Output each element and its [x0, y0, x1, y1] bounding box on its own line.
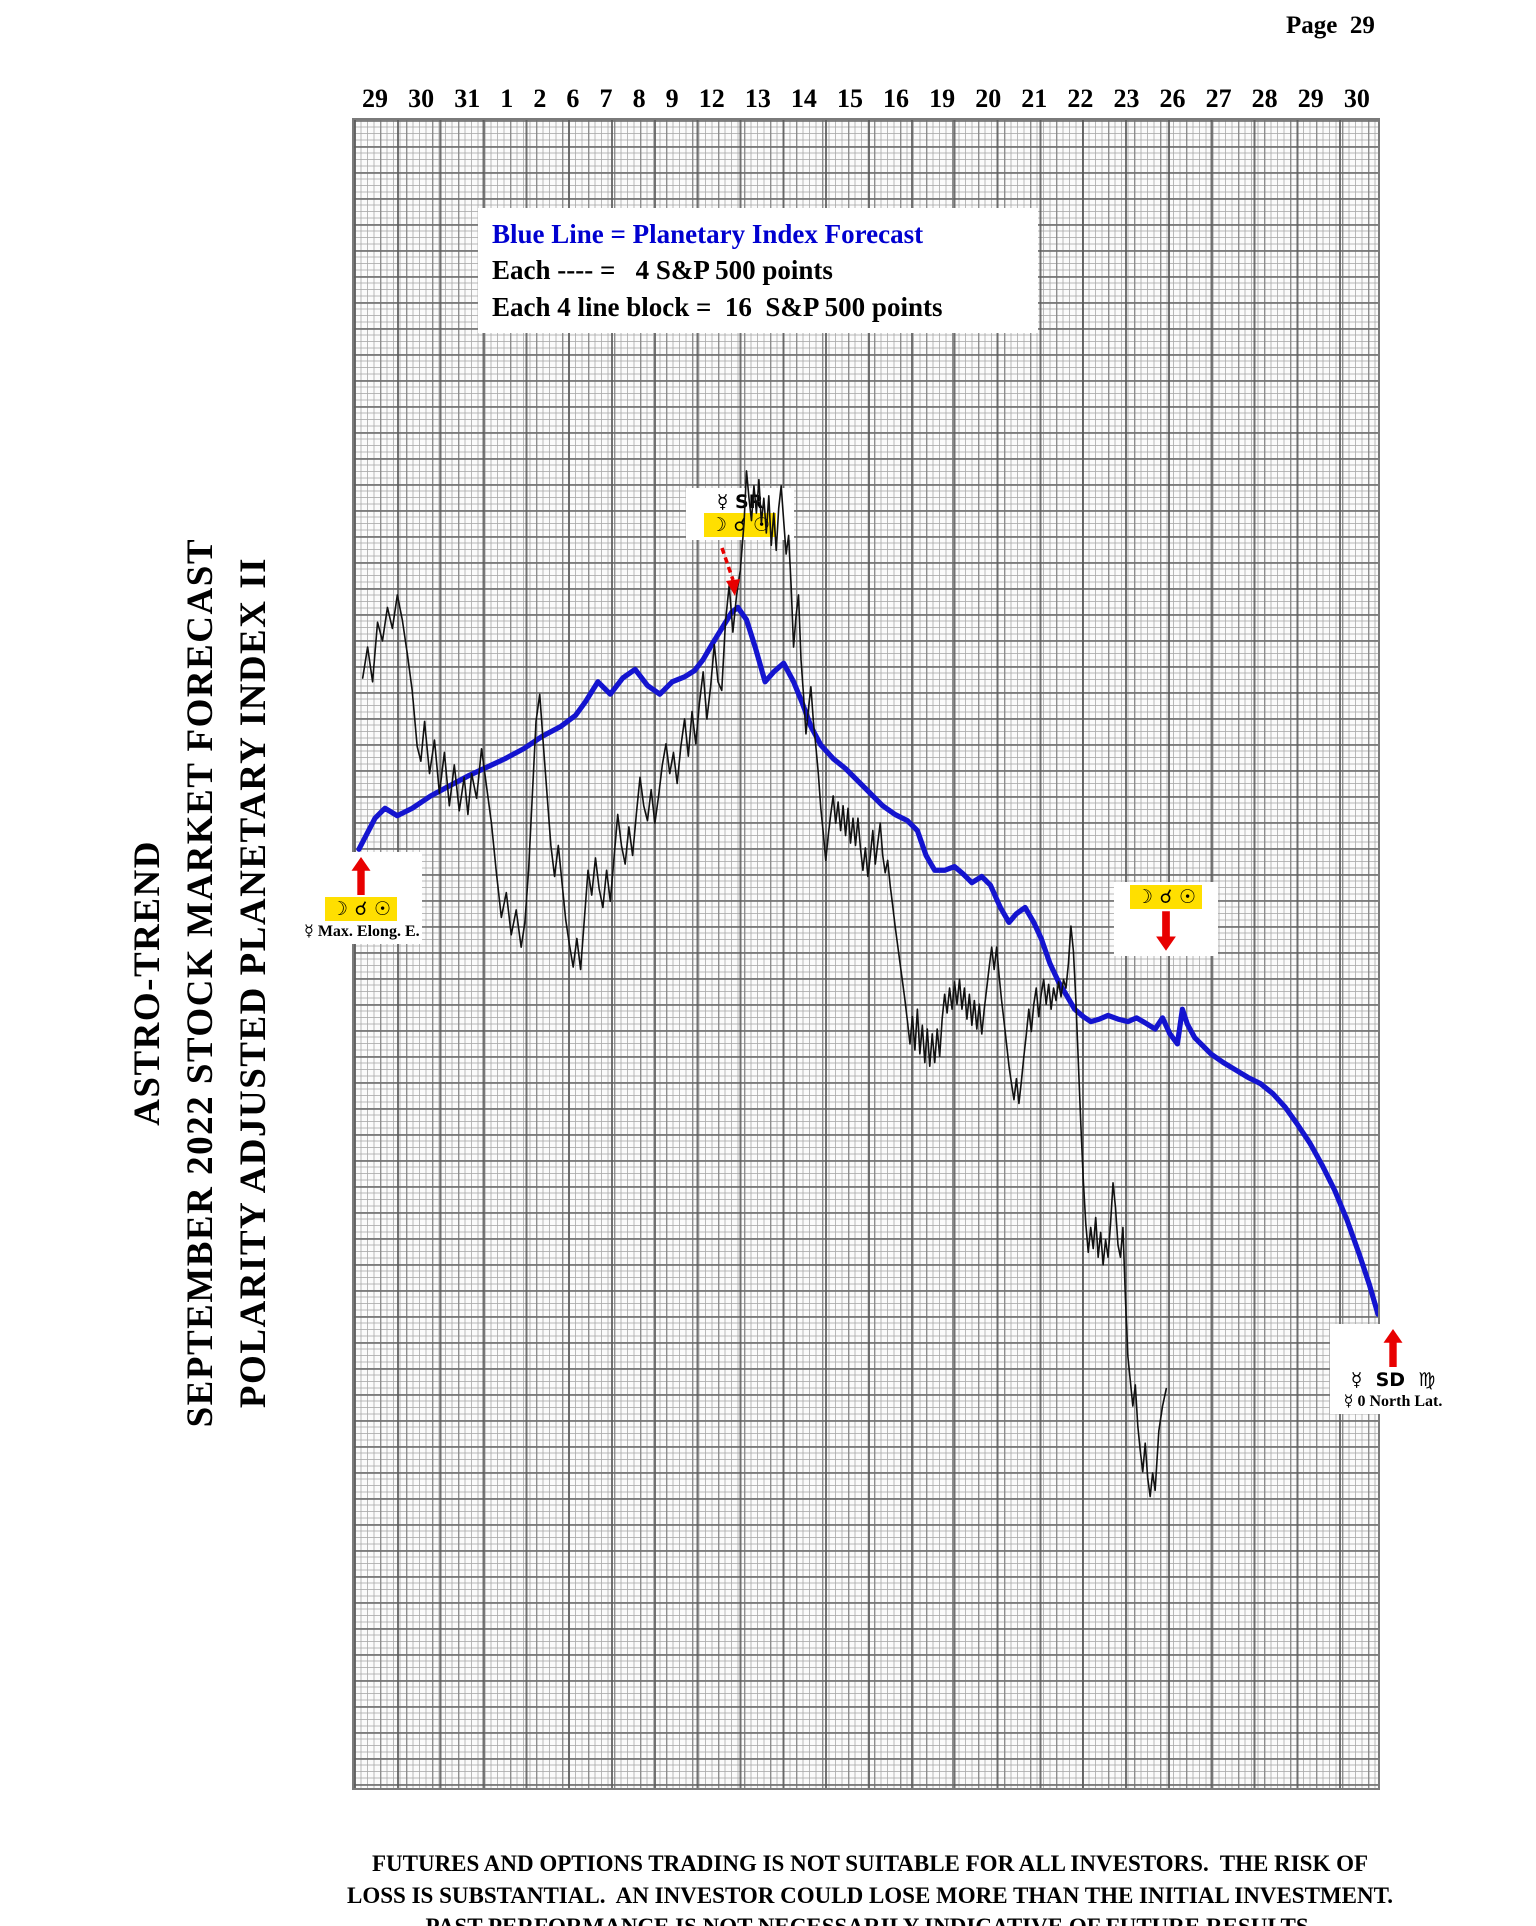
- x-tick-label: 16: [883, 84, 910, 113]
- x-tick-label: 30: [408, 84, 435, 113]
- x-tick-label: 26: [1159, 84, 1186, 113]
- max-elongation-caption: ☿ Max. Elong. E.: [304, 923, 420, 940]
- chart-lines: [356, 470, 1378, 1498]
- x-tick-label: 14: [790, 84, 817, 113]
- x-tick-label: 13: [744, 84, 771, 113]
- disclaimer: FUTURES AND OPTIONS TRADING IS NOT SUITA…: [204, 1848, 1536, 1926]
- lunation-glyphs: ☽ ☌ ☉: [1129, 885, 1203, 909]
- red-dashed-down-arrow-icon: [720, 547, 740, 596]
- vertical-title: ASTRO-TREND SEPTEMBER 2022 STOCK MARKET …: [100, 350, 300, 1615]
- peak-down-arrow: [716, 546, 742, 603]
- x-tick-label: 20: [975, 84, 1002, 113]
- x-tick-label: 7: [599, 84, 613, 113]
- title-forecast: SEPTEMBER 2022 STOCK MARKET FORECAST: [179, 537, 221, 1428]
- page-number: Page 29: [1286, 12, 1375, 39]
- legend-minor-scale: Each ---- = 4 S&P 500 points: [492, 255, 833, 286]
- lunation-glyphs: ☽ ☌ ☉: [324, 897, 398, 921]
- x-tick-label: 21: [1021, 84, 1048, 113]
- annotation-new-moon: ☽ ☌ ☉: [1114, 882, 1218, 956]
- x-tick-label: 27: [1205, 84, 1232, 113]
- x-tick-label: 12: [698, 84, 725, 113]
- x-tick-label: 29: [1297, 84, 1324, 113]
- red-up-arrow-icon: [351, 857, 371, 895]
- x-tick-label: 19: [929, 84, 956, 113]
- disclaimer-line: LOSS IS SUBSTANTIAL. AN INVESTOR COULD L…: [347, 1882, 1393, 1908]
- red-up-arrow-icon: [1383, 1329, 1403, 1367]
- x-tick-label: 9: [665, 84, 679, 113]
- x-axis-labels: 29 30 31 1 2 6 7 8 9 12 13 14 15 16 19 20 21 22 23 26 27 28 29…: [352, 80, 1380, 114]
- legend-blue-line: Blue Line = Planetary Index Forecast: [492, 219, 924, 249]
- x-tick-label: 15: [836, 84, 863, 113]
- legend-block-scale: Each 4 line block = 16 S&P 500 points: [492, 291, 943, 322]
- title-astro-trend: ASTRO-TREND: [126, 839, 168, 1126]
- annotation-max-elongation: ☽ ☌ ☉ ☿ Max. Elong. E.: [300, 852, 422, 944]
- annotation-zero-latitude: ☿ SD ♍ ☿ 0 North Lat.: [1330, 1324, 1456, 1414]
- mercury-direct-glyphs: ☿ SD ♍: [1350, 1369, 1436, 1391]
- series-line-0: [356, 604, 1378, 1317]
- chart-legend: Blue Line = Planetary Index Forecast Eac…: [478, 208, 1038, 334]
- disclaimer-line: FUTURES AND OPTIONS TRADING IS NOT SUITA…: [371, 1851, 1369, 1876]
- chart-area: [352, 118, 1380, 1790]
- red-down-arrow-icon: [1156, 911, 1176, 951]
- x-tick-label: 6: [566, 84, 580, 113]
- x-tick-label: 31: [454, 84, 481, 113]
- title-index: POLARITY ADJUSTED PLANETARY INDEX II: [232, 556, 274, 1409]
- series-line-1: [361, 470, 1168, 1498]
- x-tick-label: 23: [1113, 84, 1140, 113]
- x-tick-label: 2: [533, 84, 547, 113]
- x-tick-label: 30: [1343, 84, 1370, 113]
- x-tick-label: 8: [632, 84, 646, 113]
- x-tick-label: 1: [500, 84, 514, 113]
- x-tick-label: 28: [1251, 84, 1278, 113]
- x-tick-label: 29: [362, 84, 389, 113]
- zero-latitude-caption: ☿ 0 North Lat.: [1343, 1393, 1443, 1410]
- disclaimer-line: PAST PERFORMANCE IS NOT NECESSARILY INDI…: [204, 1911, 1536, 1926]
- x-tick-label: 22: [1067, 84, 1094, 113]
